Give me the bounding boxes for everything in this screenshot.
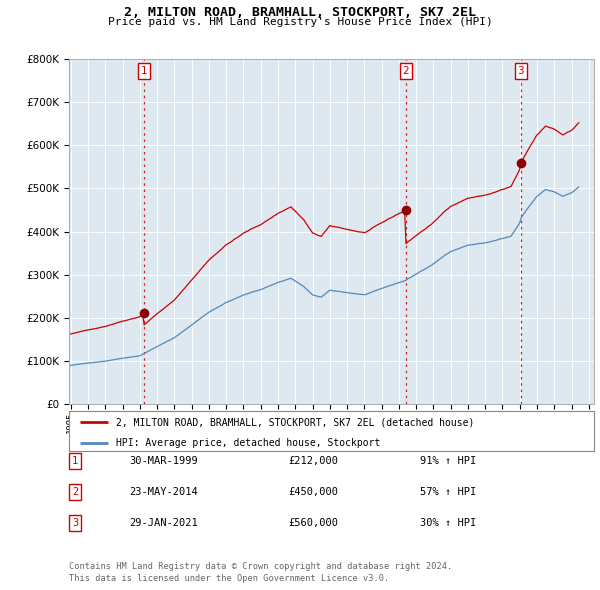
Text: 23-MAY-2014: 23-MAY-2014 xyxy=(129,487,198,497)
Text: 91% ↑ HPI: 91% ↑ HPI xyxy=(420,457,476,466)
Text: 1: 1 xyxy=(140,66,147,76)
Text: £450,000: £450,000 xyxy=(288,487,338,497)
Text: 30-MAR-1999: 30-MAR-1999 xyxy=(129,457,198,466)
Text: Price paid vs. HM Land Registry's House Price Index (HPI): Price paid vs. HM Land Registry's House … xyxy=(107,17,493,27)
Text: HPI: Average price, detached house, Stockport: HPI: Average price, detached house, Stoc… xyxy=(116,438,380,448)
Text: 2, MILTON ROAD, BRAMHALL, STOCKPORT, SK7 2EL: 2, MILTON ROAD, BRAMHALL, STOCKPORT, SK7… xyxy=(124,6,476,19)
Text: £212,000: £212,000 xyxy=(288,457,338,466)
Text: 57% ↑ HPI: 57% ↑ HPI xyxy=(420,487,476,497)
Text: This data is licensed under the Open Government Licence v3.0.: This data is licensed under the Open Gov… xyxy=(69,574,389,583)
Text: 1: 1 xyxy=(72,457,78,466)
Text: £560,000: £560,000 xyxy=(288,518,338,527)
Text: 2, MILTON ROAD, BRAMHALL, STOCKPORT, SK7 2EL (detached house): 2, MILTON ROAD, BRAMHALL, STOCKPORT, SK7… xyxy=(116,418,475,428)
Text: 3: 3 xyxy=(72,518,78,527)
Text: Contains HM Land Registry data © Crown copyright and database right 2024.: Contains HM Land Registry data © Crown c… xyxy=(69,562,452,571)
Text: 2: 2 xyxy=(72,487,78,497)
Text: 30% ↑ HPI: 30% ↑ HPI xyxy=(420,518,476,527)
Text: 3: 3 xyxy=(518,66,524,76)
Text: 29-JAN-2021: 29-JAN-2021 xyxy=(129,518,198,527)
Text: 2: 2 xyxy=(402,66,409,76)
